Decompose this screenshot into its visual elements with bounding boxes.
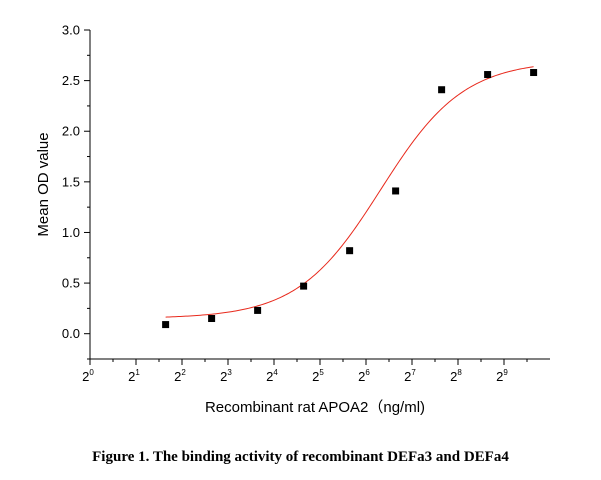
data-point: [300, 282, 308, 290]
x-tick-label: 29: [496, 368, 508, 384]
y-tick-label: 1.5: [62, 174, 80, 189]
fit-curve: [165, 66, 534, 318]
y-tick-label: 3.0: [62, 23, 80, 38]
x-axis-title: Recombinant rat APOA2（ng/ml): [205, 399, 425, 416]
y-tick-label: 2.5: [62, 73, 80, 88]
data-point: [208, 315, 216, 323]
y-axis-title: Mean OD value: [35, 132, 52, 236]
x-tick-label: 28: [450, 368, 462, 384]
x-tick-label: 22: [174, 368, 186, 384]
y-tick-label: 1.0: [62, 225, 80, 240]
data-point: [438, 86, 446, 94]
data-point: [254, 306, 262, 314]
x-tick-label: 24: [266, 368, 278, 384]
x-tick-label: 20: [82, 368, 94, 384]
data-point: [484, 71, 492, 79]
y-tick-label: 2.0: [62, 124, 80, 139]
data-point: [346, 247, 354, 255]
y-tick-label: 0.5: [62, 276, 80, 291]
x-tick-label: 27: [404, 368, 416, 384]
data-point: [162, 321, 170, 329]
x-tick-label: 25: [312, 368, 324, 384]
x-tick-label: 23: [220, 368, 232, 384]
chart: 0.0 0.5 1.0 1.5 2.0 2.5 3.0 20 21 22 23 24 25 26 27 28 2…: [35, 23, 550, 416]
x-tick-label: 21: [128, 368, 140, 384]
data-point: [530, 69, 538, 77]
figure-caption: Figure 1. The binding activity of recomb…: [92, 449, 509, 465]
y-tick-label: 0.0: [62, 326, 80, 341]
data-point: [392, 187, 400, 195]
x-tick-label: 26: [358, 368, 370, 384]
